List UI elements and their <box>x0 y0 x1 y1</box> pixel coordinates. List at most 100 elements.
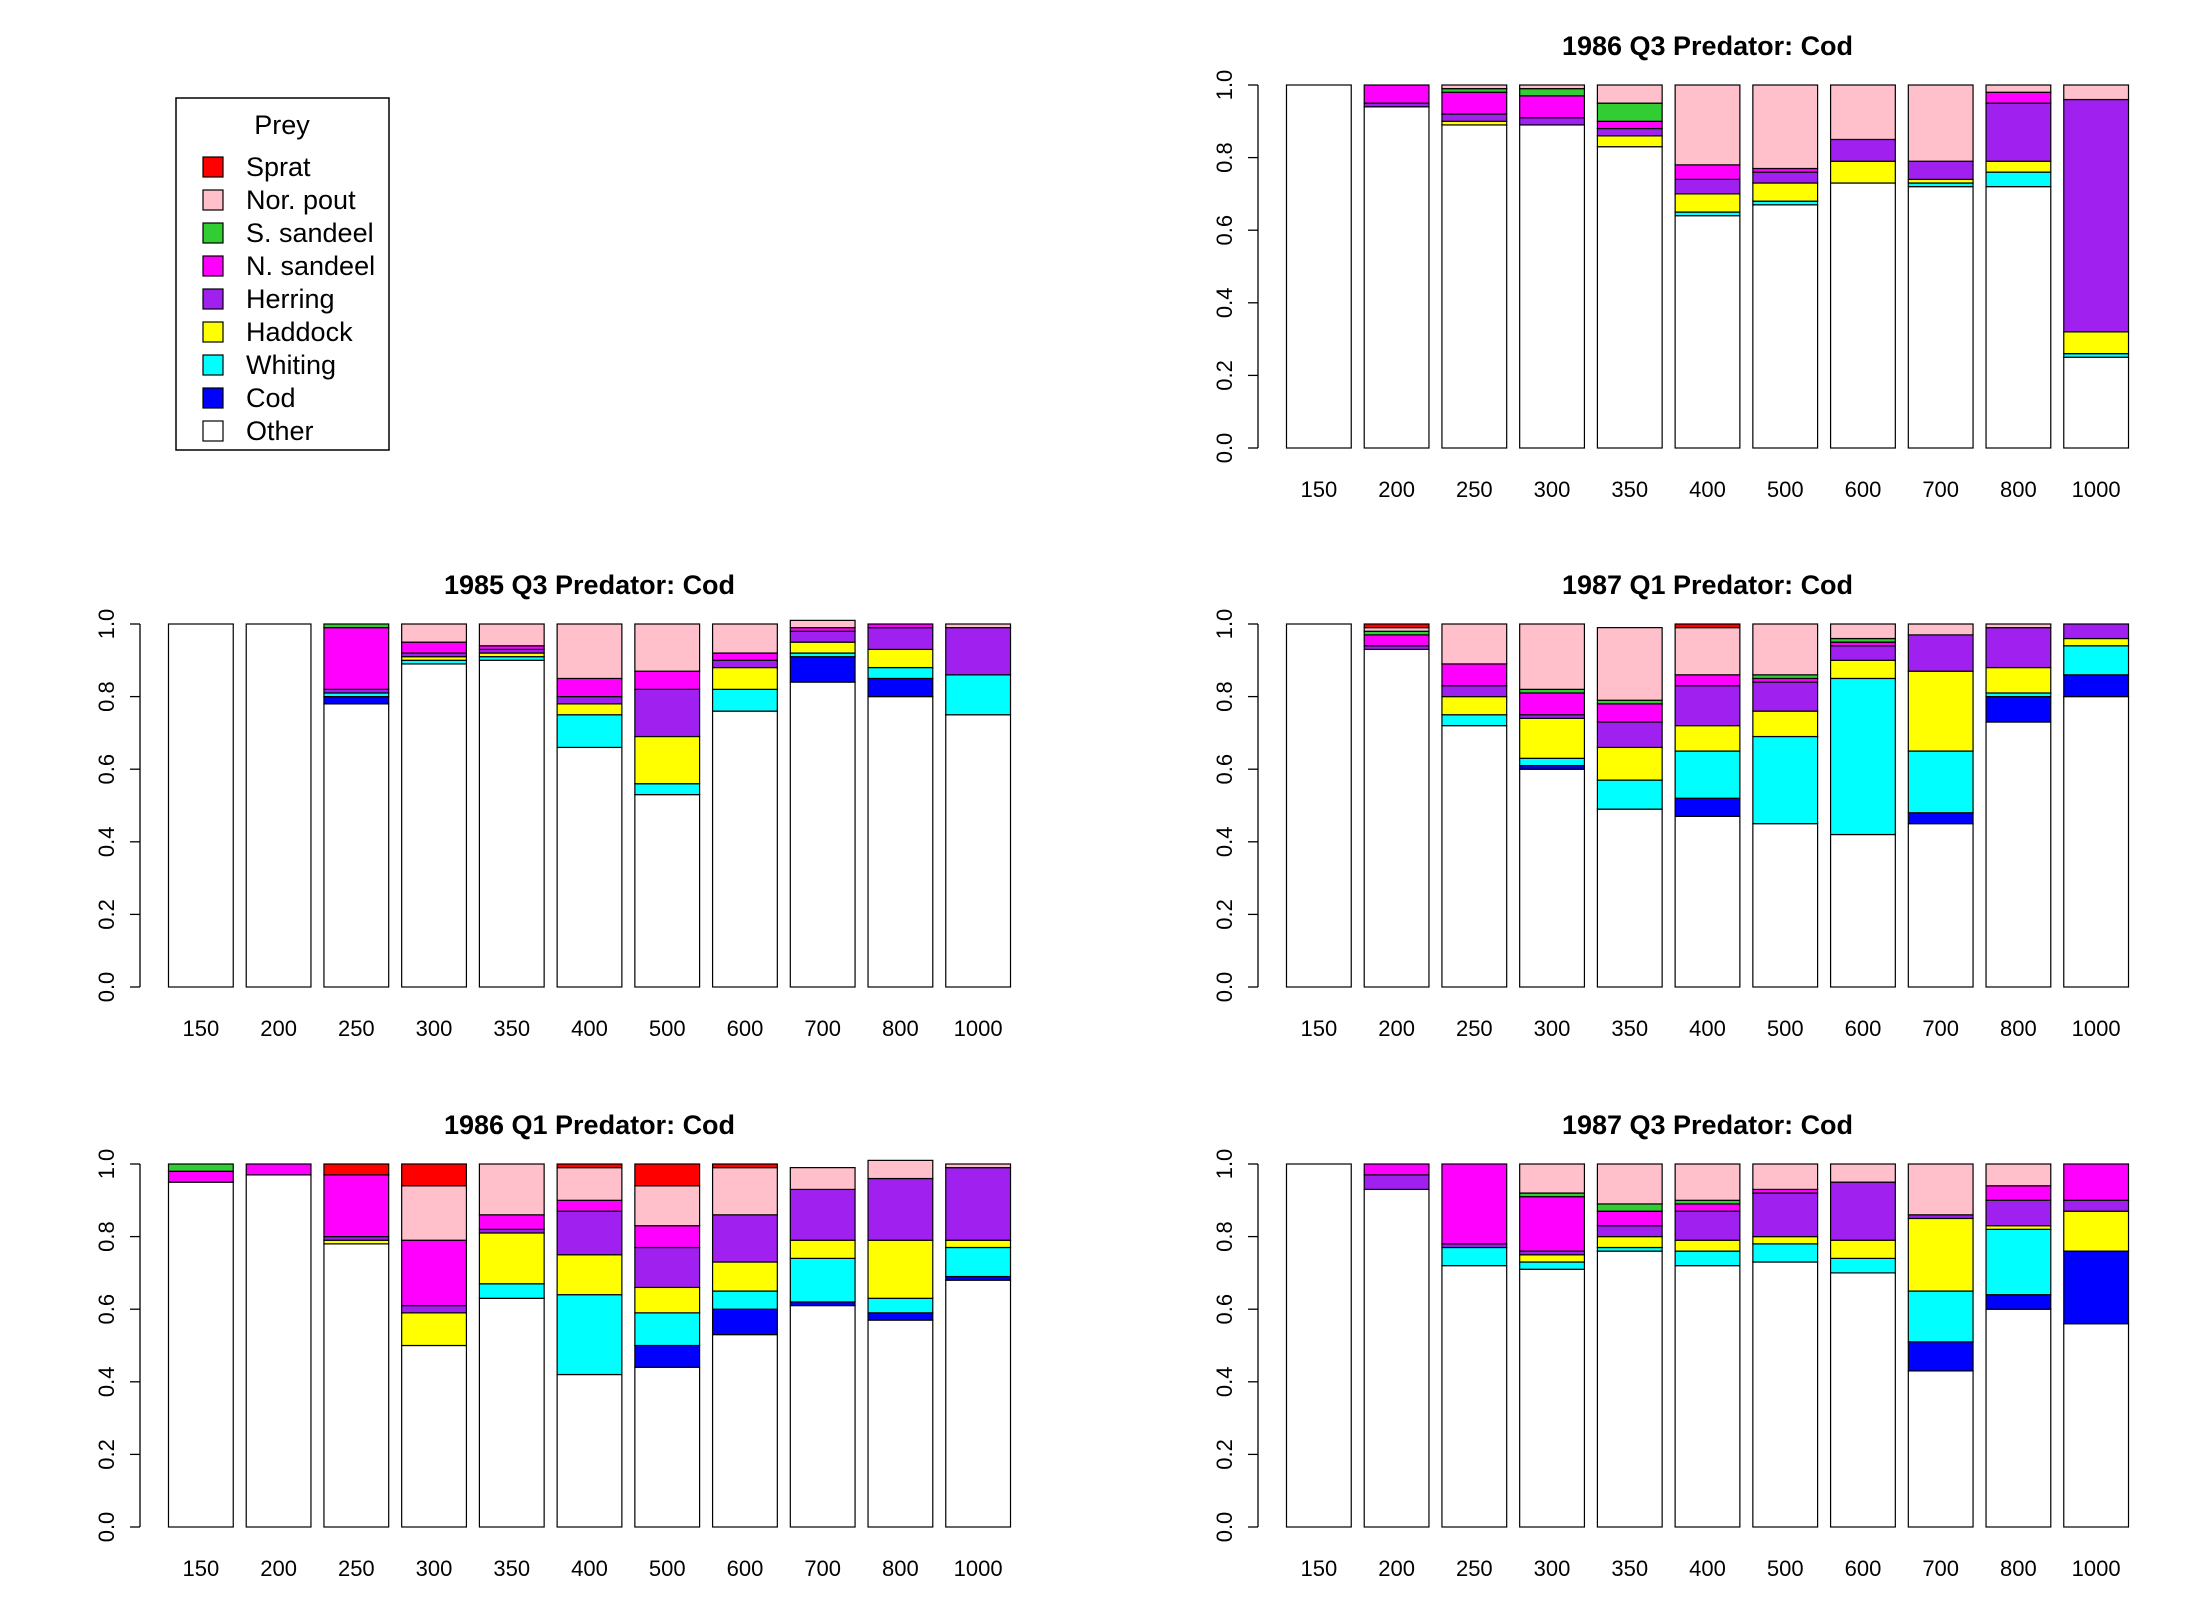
bar-segment-cod <box>634 1344 701 1368</box>
bar-700 <box>1907 1163 1974 1528</box>
bar-segment-haddock <box>2063 331 2130 355</box>
bar-segment-nor-pout <box>789 619 856 629</box>
bar-segment-whiting <box>867 1297 934 1314</box>
bar-250 <box>323 623 390 988</box>
bar-150 <box>1285 623 1352 988</box>
bar-segment-other <box>401 1344 468 1528</box>
x-tick-label: 1000 <box>2072 477 2121 502</box>
bar-segment-haddock <box>1907 1217 1974 1292</box>
y-tick-label: 0.0 <box>1212 433 1237 464</box>
panel-1987-q1-predator-cod: 1987 Q1 Predator: Cod 0.0 0.2 0.4 0.6 0.8 1.0 1… <box>1212 570 2130 1041</box>
bar-segment-cod <box>789 656 856 683</box>
bar-segment-other <box>1441 1265 1508 1528</box>
x-tick-label: 300 <box>416 1016 453 1041</box>
bar-segment-other <box>478 659 545 988</box>
bar-segment-sprat <box>711 1163 778 1169</box>
y-tick-label: 0.0 <box>94 972 119 1003</box>
bar-200 <box>1363 84 1430 449</box>
bar-500 <box>1752 84 1819 449</box>
bar-segment-nor-pout <box>401 1185 468 1241</box>
bar-500 <box>634 1163 701 1528</box>
bar-segment-other <box>945 714 1012 988</box>
y-tick-label: 0.8 <box>94 681 119 712</box>
bar-segment-nor-pout <box>2063 84 2130 101</box>
x-tick-label: 600 <box>727 1556 764 1581</box>
bar-segment-other <box>1519 1268 1586 1528</box>
bar-700 <box>1907 623 1974 988</box>
bar-1000 <box>945 623 1012 988</box>
bar-segment-nor-pout <box>1985 1163 2052 1187</box>
bar-segment-n-sandeel <box>1363 634 1430 647</box>
legend-label-other: Other <box>246 416 314 446</box>
bar-segment-nor-pout <box>634 623 701 672</box>
bar-segment-other <box>556 746 623 988</box>
bar-segment-herring <box>1907 634 1974 672</box>
bar-segment-n-sandeel <box>1519 1196 1586 1252</box>
bar-segment-haddock <box>945 1239 1012 1249</box>
x-tick-label: 700 <box>804 1016 841 1041</box>
x-tick-label: 250 <box>1456 477 1493 502</box>
legend-label-s-sandeel: S. sandeel <box>246 218 374 248</box>
bar-segment-herring <box>1674 685 1741 727</box>
bar-segment-n-sandeel <box>2063 1163 2130 1201</box>
bar-250 <box>1441 84 1508 449</box>
bar-segment-other <box>245 623 312 988</box>
bar-segment-n-sandeel <box>556 677 623 698</box>
bar-segment-haddock <box>711 666 778 690</box>
x-tick-label: 250 <box>338 1556 375 1581</box>
bar-segment-nor-pout <box>1674 84 1741 166</box>
bar-segment-other <box>1285 1163 1352 1528</box>
x-tick-label: 800 <box>882 1556 919 1581</box>
bar-segment-whiting <box>789 1257 856 1303</box>
bar-segment-haddock <box>556 703 623 716</box>
bar-segment-haddock <box>867 648 934 669</box>
bar-segment-nor-pout <box>1441 84 1508 90</box>
x-tick-label: 300 <box>1534 477 1571 502</box>
bar-segment-other <box>867 1319 934 1528</box>
bar-segment-n-sandeel <box>556 1199 623 1212</box>
bar-segment-haddock <box>1829 659 1896 680</box>
bar-segment-other <box>478 1297 545 1528</box>
bar-segment-haddock <box>1596 746 1663 781</box>
bar-250 <box>323 1163 390 1528</box>
legend-swatch-sprat <box>202 156 224 178</box>
legend-label-haddock: Haddock <box>246 317 353 347</box>
bar-segment-herring <box>789 630 856 643</box>
bar-segment-haddock <box>1519 1254 1586 1263</box>
bar-segment-nor-pout <box>1985 623 2052 629</box>
legend-swatch-s-sandeel <box>202 222 224 244</box>
bar-700 <box>789 1167 856 1528</box>
x-tick-label: 400 <box>571 1556 608 1581</box>
bar-segment-whiting <box>945 674 1012 716</box>
x-tick-label: 1000 <box>2072 1556 2121 1581</box>
bar-segment-other <box>634 794 701 988</box>
bar-segment-other <box>1985 1308 2052 1528</box>
bar-800 <box>867 1159 934 1528</box>
bar-500 <box>1752 1163 1819 1528</box>
bar-600 <box>1829 623 1896 988</box>
y-tick-label: 0.0 <box>1212 1512 1237 1543</box>
bar-segment-other <box>1907 823 1974 988</box>
bar-600 <box>1829 84 1896 449</box>
bar-150 <box>1285 84 1352 449</box>
bar-segment-n-sandeel <box>1985 91 2052 104</box>
bar-segment-haddock <box>1829 160 1896 184</box>
bar-segment-cod <box>1907 812 1974 825</box>
bar-segment-n-sandeel <box>245 1163 312 1176</box>
bar-400 <box>1674 1163 1741 1528</box>
bar-segment-haddock <box>2063 637 2130 647</box>
bar-segment-herring <box>1985 1199 2052 1227</box>
bar-200 <box>245 1163 312 1528</box>
bar-segment-other <box>867 695 934 988</box>
bar-segment-herring <box>1596 721 1663 749</box>
bar-segment-other <box>1907 186 1974 449</box>
legend-label-whiting: Whiting <box>246 350 336 380</box>
bar-segment-haddock <box>1829 1239 1896 1259</box>
x-tick-label: 1000 <box>2072 1016 2121 1041</box>
x-tick-label: 200 <box>260 1016 297 1041</box>
bar-segment-nor-pout <box>1829 84 1896 141</box>
bar-segment-nor-pout <box>634 1185 701 1227</box>
bar-350 <box>478 623 545 988</box>
legend-swatch-cod <box>202 387 224 409</box>
y-tick-label: 0.0 <box>94 1512 119 1543</box>
